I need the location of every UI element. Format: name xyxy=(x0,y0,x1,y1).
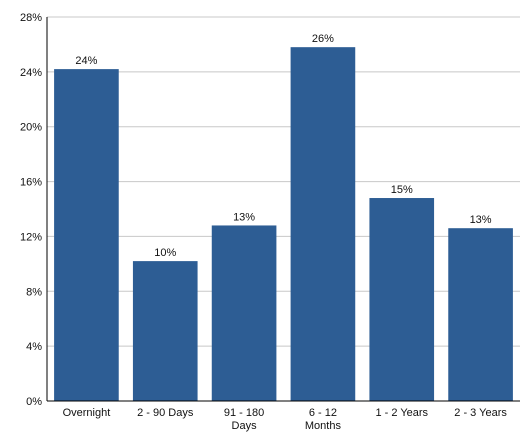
gridlines xyxy=(47,16,520,347)
bar xyxy=(211,225,277,401)
data-label: 15% xyxy=(391,184,413,196)
data-label: 26% xyxy=(312,33,334,45)
y-tick-label: 16% xyxy=(20,177,42,189)
bar xyxy=(54,69,119,401)
y-tick-label: 28% xyxy=(20,12,42,24)
x-category-label: 91 - 180 xyxy=(224,407,264,419)
x-category-label: Overnight xyxy=(63,407,111,419)
x-category-label: Days xyxy=(232,420,258,432)
bar xyxy=(369,198,435,401)
x-category-label: 1 - 2 Years xyxy=(375,407,428,419)
y-tick-label: 4% xyxy=(26,341,42,353)
data-label: 13% xyxy=(233,211,255,223)
bar xyxy=(132,261,198,401)
x-category-label: 2 - 90 Days xyxy=(137,407,194,419)
y-tick-labels: 0% 4% 8% 12% 16% 20% 24% 28% xyxy=(20,12,42,408)
data-label: 10% xyxy=(154,247,176,259)
axes xyxy=(46,17,520,402)
data-labels: 24% 10% 13% 26% 15% 13% xyxy=(75,33,491,259)
data-label: 24% xyxy=(75,55,97,67)
y-tick-label: 0% xyxy=(26,396,42,408)
bars xyxy=(54,47,513,402)
y-tick-label: 20% xyxy=(20,122,42,134)
bar xyxy=(448,228,513,401)
y-tick-label: 12% xyxy=(20,231,42,243)
y-tick-label: 8% xyxy=(26,286,42,298)
x-category-label: Months xyxy=(305,420,342,432)
data-label: 13% xyxy=(470,214,492,226)
x-category-label: 6 - 12 xyxy=(309,407,337,419)
bar xyxy=(290,47,356,402)
y-tick-label: 24% xyxy=(20,67,42,79)
x-category-label: 2 - 3 Years xyxy=(454,407,507,419)
